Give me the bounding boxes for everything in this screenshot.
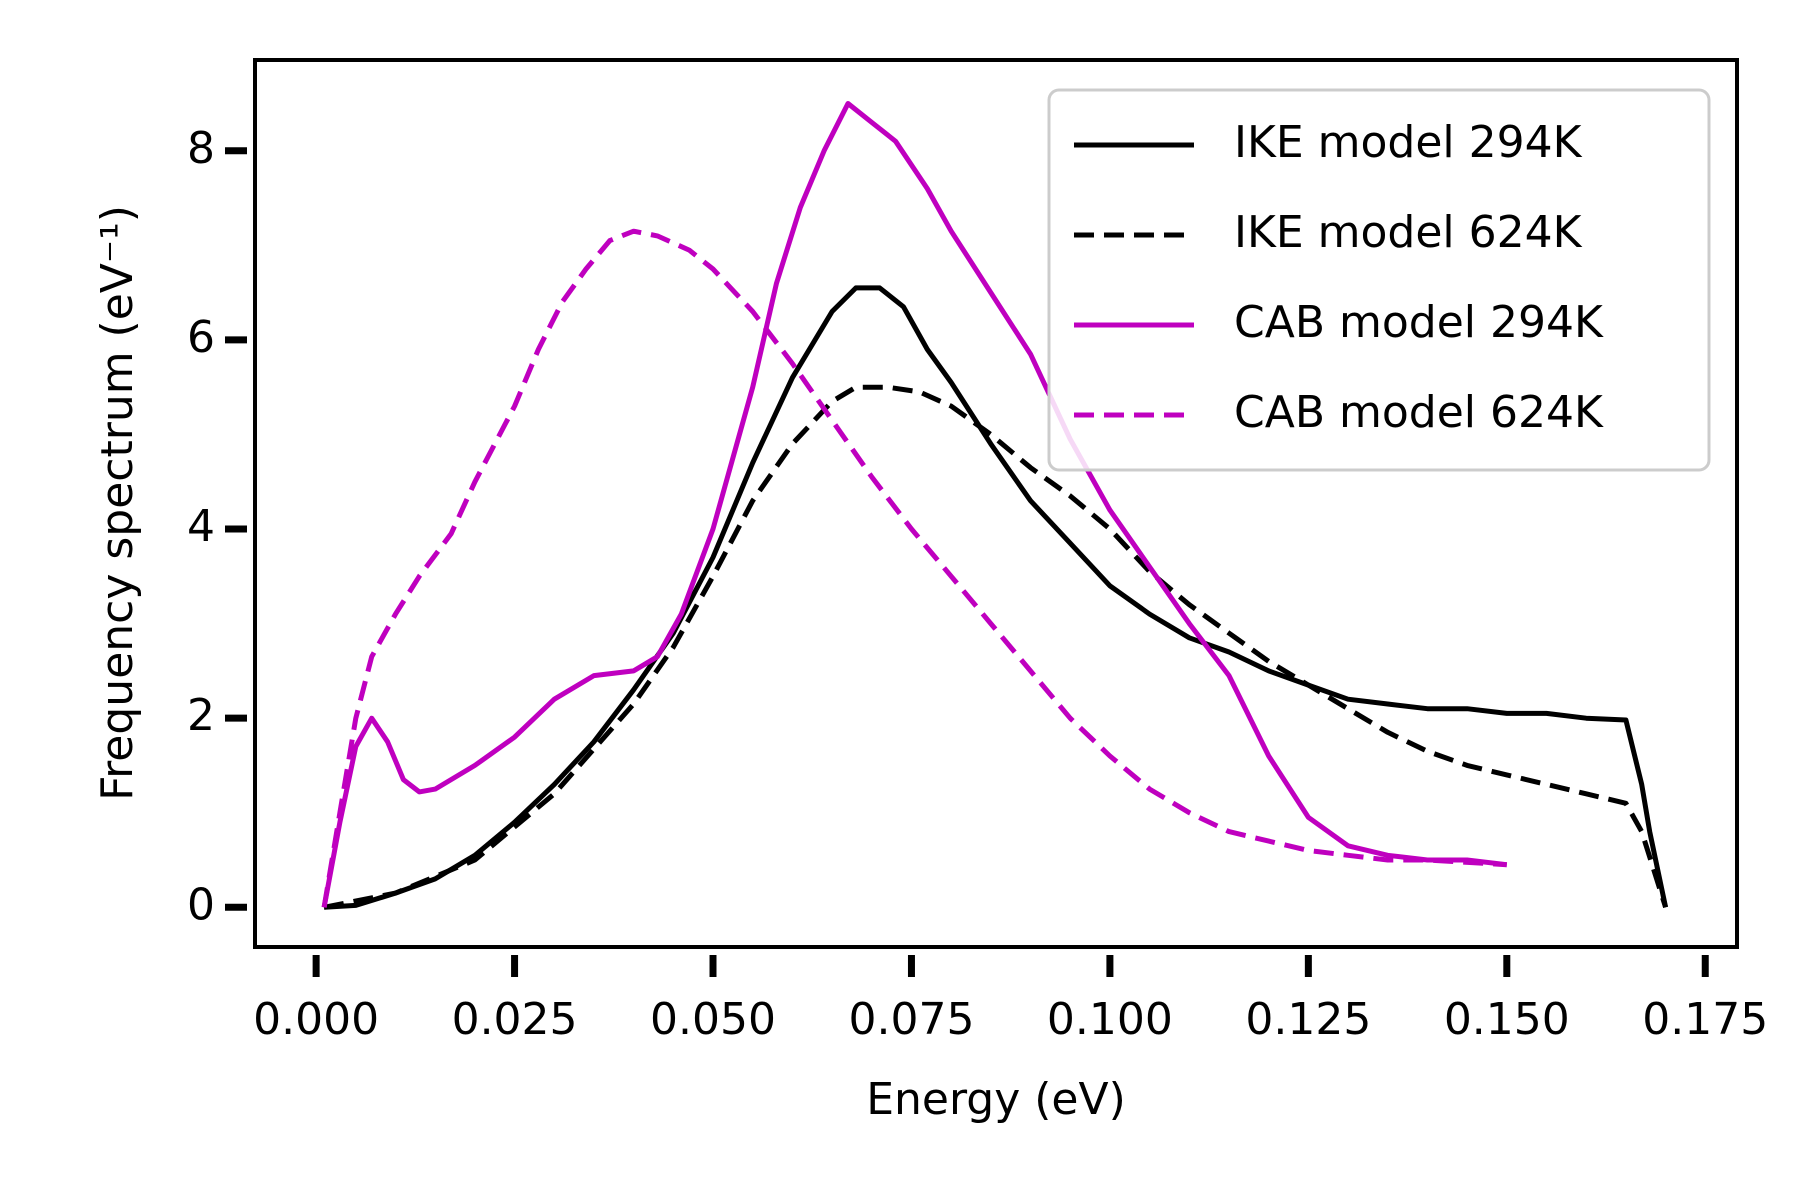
series-line	[323, 384, 1668, 910]
series-line	[321, 101, 1508, 908]
legend-label: IKE model 294K	[1234, 117, 1583, 168]
y-tick-label: 4	[187, 501, 215, 552]
series-line	[321, 228, 1507, 908]
x-axis-label: Energy (eV)	[866, 1074, 1126, 1125]
plot-frame	[253, 58, 1739, 949]
legend-label: CAB model 624K	[1234, 387, 1604, 438]
y-tick-label: 0	[187, 879, 215, 930]
legend-box	[1047, 88, 1711, 472]
x-tick-label: 0.050	[650, 994, 776, 1045]
x-tick-label: 0.075	[848, 994, 974, 1045]
y-axis-label: Frequency spectrum (eV⁻¹)	[92, 205, 143, 801]
x-tick-label: 0.150	[1444, 994, 1570, 1045]
x-tick-label: 0.100	[1047, 994, 1173, 1045]
x-tick-label: 0.125	[1245, 994, 1371, 1045]
legend-label: CAB model 294K	[1234, 297, 1604, 348]
y-tick-label: 8	[187, 123, 215, 174]
y-tick-label: 6	[187, 312, 215, 363]
legend-label: IKE model 624K	[1234, 207, 1583, 258]
x-tick-label: 0.000	[253, 994, 379, 1045]
x-tick-label: 0.175	[1642, 994, 1768, 1045]
y-tick-label: 2	[187, 690, 215, 741]
x-tick-label: 0.025	[452, 994, 578, 1045]
series-line	[323, 285, 1669, 910]
